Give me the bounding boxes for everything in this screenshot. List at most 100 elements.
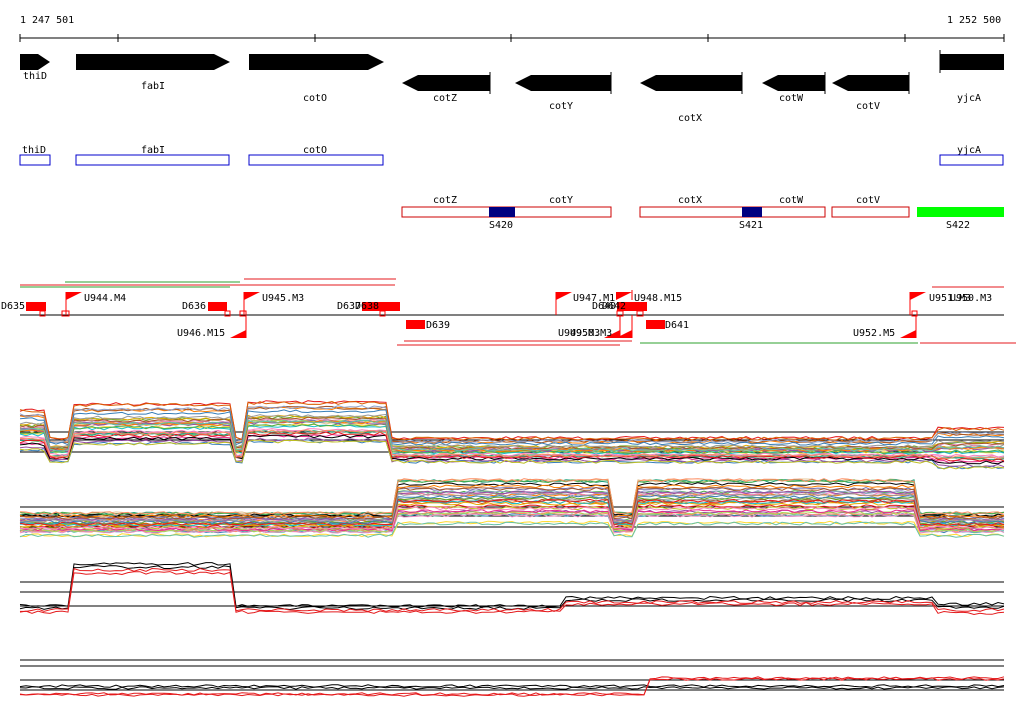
ruler-start-label: 1 247 501 <box>20 15 74 26</box>
blue-box-cotO[interactable]: cotO <box>248 145 384 166</box>
expression-panel-1 <box>19 400 1005 470</box>
blue-box-fabI[interactable]: fabI <box>75 145 230 166</box>
expression-panel-3 <box>19 562 1005 616</box>
feature-label: U951.M3 <box>929 293 971 304</box>
feature-U946.M15[interactable]: U946.M15 <box>177 315 247 339</box>
gene-arrow-track: thiD fabI cotO cotZ cotY cotX cotW <box>20 50 1004 124</box>
expression-trace <box>19 405 1005 444</box>
segment-label: S422 <box>946 220 970 231</box>
feature-D641[interactable]: D641 <box>646 320 689 331</box>
expression-trace <box>19 513 1005 534</box>
expression-trace <box>20 567 1005 613</box>
feature-label: U949.M3 <box>558 328 600 339</box>
gene-cotX[interactable]: cotX <box>640 72 743 124</box>
feature-label: D635 <box>1 301 25 312</box>
red-box-label: cotX <box>678 195 702 206</box>
expression-trace <box>19 414 1005 449</box>
feature-label: U944.M4 <box>84 293 126 304</box>
reverse-transcript-track: cotZ cotY S420 cotX cotW S421 cotV S422 <box>401 195 1004 231</box>
gene-cotW[interactable]: cotW <box>762 72 826 104</box>
red-box-label: cotV <box>856 195 880 206</box>
gene-label: cotX <box>678 113 702 124</box>
feature-label: U946.M15 <box>177 328 225 339</box>
gene-label: yjcA <box>957 93 981 104</box>
expression-trace <box>19 478 1005 516</box>
feature-U945.M3[interactable]: U945.M3 <box>239 292 304 317</box>
gene-fabI[interactable]: fabI <box>76 54 230 92</box>
panel4-traces <box>19 676 1005 697</box>
feature-label: D641 <box>665 320 689 331</box>
expression-trace <box>19 684 1005 688</box>
expression-trace <box>19 677 1005 697</box>
blue-box-thiD[interactable]: thiD <box>19 145 51 166</box>
expression-trace <box>19 509 1005 532</box>
feature-U951.M3[interactable]: U951.M3 U950.M3 <box>909 292 992 317</box>
gene-yjcA[interactable]: yjcA <box>939 50 1004 104</box>
feature-label: D636 <box>182 301 206 312</box>
feature-track: D635 U944.M4 D636 U945.M3 D637 D638 <box>1 278 1016 346</box>
expression-trace <box>19 494 1005 524</box>
red-box-cotZ-cotY[interactable]: cotZ cotY S420 <box>401 195 612 231</box>
feature-label: U948.M15 <box>634 293 682 304</box>
expression-trace <box>19 498 1005 526</box>
feature-D639[interactable]: D639 <box>406 320 450 331</box>
feature-U949.M3[interactable]: U949.M3 U950.M3 <box>558 315 633 339</box>
feature-U952.M5[interactable]: U952.M5 <box>853 315 917 339</box>
feature-D635[interactable]: D635 <box>1 301 46 317</box>
expression-trace <box>19 429 1005 460</box>
expression-trace <box>19 413 1005 449</box>
feature-label: D638 <box>355 301 379 312</box>
feature-U944.M4[interactable]: U944.M4 <box>61 292 126 317</box>
gene-label: cotO <box>303 93 327 104</box>
feature-D636[interactable]: D636 <box>182 301 231 317</box>
feature-label: U947.M1 <box>573 293 615 304</box>
segment-S422[interactable]: S422 <box>917 207 1004 231</box>
gene-thiD[interactable]: thiD <box>20 54 50 82</box>
gene-label: fabI <box>141 81 165 92</box>
gene-cotV[interactable]: cotV <box>832 72 910 112</box>
feature-label: D637 <box>337 301 361 312</box>
panel3-traces <box>19 562 1005 616</box>
expression-trace <box>19 419 1005 452</box>
feature-label: U950.M3 <box>570 328 612 339</box>
red-box-cotX-cotW[interactable]: cotX cotW S421 <box>639 195 826 231</box>
blue-box-yjcA[interactable]: yjcA <box>939 145 1004 166</box>
gene-label: cotV <box>856 101 880 112</box>
expression-trace <box>19 484 1005 519</box>
gene-cotO[interactable]: cotO <box>249 54 384 104</box>
forward-transcript-track: thiD fabI cotO yjcA <box>19 145 1004 166</box>
expression-trace <box>19 439 1005 470</box>
gene-label: cotY <box>549 101 573 112</box>
feature-label: D642 <box>602 301 626 312</box>
blue-box-label: yjcA <box>957 145 981 156</box>
gene-label: cotW <box>779 93 804 104</box>
segment-marker-S421[interactable] <box>742 207 762 217</box>
segment-marker-S420[interactable] <box>489 207 515 217</box>
expression-trace <box>19 506 1005 530</box>
expression-trace <box>19 490 1005 522</box>
feature-D637-D638[interactable]: D637 D638 <box>337 301 400 317</box>
feature-U948.M15[interactable]: U948.M15 <box>616 290 682 304</box>
expression-trace <box>19 506 1005 530</box>
segment-label: S421 <box>739 220 763 231</box>
red-box-cotV[interactable]: cotV <box>831 195 910 218</box>
feature-U947.M1[interactable]: U947.M1 <box>555 292 615 315</box>
feature-label: U945.M3 <box>262 293 304 304</box>
expression-trace <box>19 428 1005 458</box>
expression-trace <box>19 571 1005 616</box>
gene-cotZ[interactable]: cotZ <box>402 72 491 104</box>
expression-trace <box>19 521 1005 538</box>
expression-trace <box>19 562 1005 609</box>
segment-label: S420 <box>489 220 513 231</box>
feature-label: D640 <box>592 301 616 312</box>
expression-panel-2 <box>19 478 1005 538</box>
gene-cotY[interactable]: cotY <box>515 72 612 112</box>
expression-trace <box>20 500 1004 527</box>
expression-trace <box>19 400 1005 441</box>
ruler-end-label: 1 252 500 <box>947 15 1001 26</box>
feature-label: U950.M3 <box>950 293 992 304</box>
blue-box-label: fabI <box>141 145 165 156</box>
expression-trace <box>19 437 1005 468</box>
expression-trace <box>19 486 1005 520</box>
